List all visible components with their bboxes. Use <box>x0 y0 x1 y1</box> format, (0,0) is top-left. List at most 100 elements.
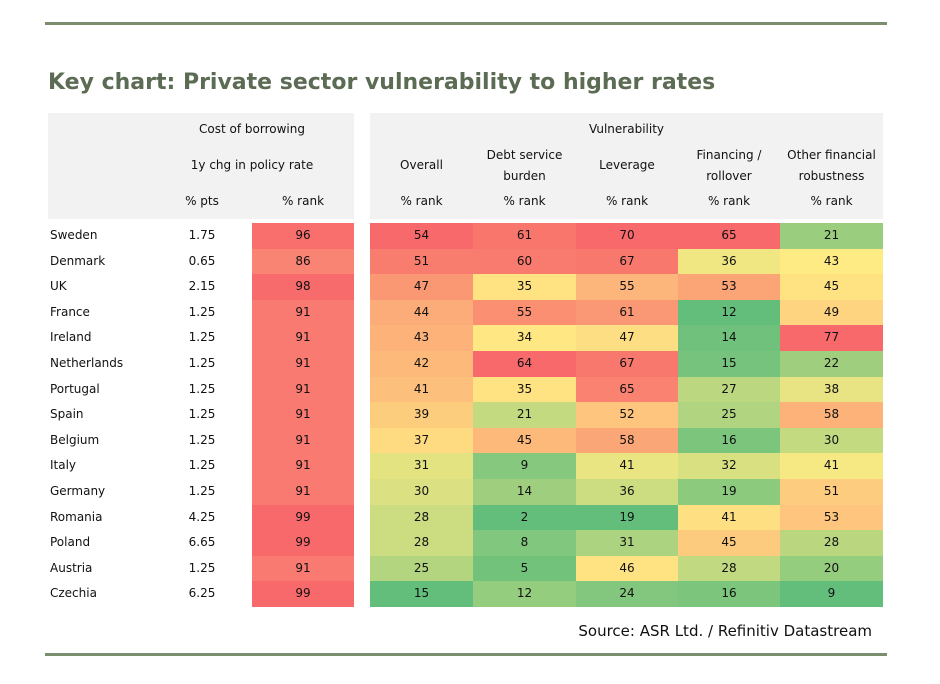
cell-debt: 5 <box>473 555 576 582</box>
cell-pts: 0.65 <box>188 253 216 268</box>
cell-debt: 21 <box>473 402 576 428</box>
cell-debt: 9 <box>473 453 576 479</box>
cell-pts: 1.25 <box>188 381 216 396</box>
col-header-other-unit: % rank <box>810 194 853 208</box>
cell-leverage: 67 <box>576 248 678 275</box>
col-header-overall: Overall <box>400 158 443 172</box>
cell-other: 9 <box>780 581 883 607</box>
cell-other: 22 <box>780 351 883 377</box>
col-header-financing-line1: Financing / <box>696 148 762 162</box>
cell-policy-rank: 91 <box>252 479 354 505</box>
cell-leverage: 24 <box>576 581 678 607</box>
cell-debt: 45 <box>473 427 576 454</box>
top-rule <box>45 22 887 25</box>
row-label-belgium: Belgium <box>50 432 100 447</box>
source-note: Source: ASR Ltd. / Refinitiv Datastream <box>578 622 872 640</box>
cell-leverage: 70 <box>576 223 678 249</box>
row-label-ireland: Ireland <box>50 330 92 345</box>
cell-pts: 6.25 <box>188 586 216 601</box>
row-label-portugal: Portugal <box>50 381 100 396</box>
row-label-netherlands: Netherlands <box>50 356 124 370</box>
cell-policy-rank: 99 <box>252 504 354 531</box>
cell-debt: 35 <box>473 376 576 403</box>
cell-debt: 64 <box>473 351 576 377</box>
cell-financing: 65 <box>678 223 780 249</box>
cell-overall: 39 <box>370 402 473 428</box>
cell-debt: 12 <box>473 581 576 607</box>
row-label-romania: Romania <box>50 509 103 524</box>
cost-subheader: 1y chg in policy rate <box>190 158 314 172</box>
col-header-other-line2: robustness <box>798 169 865 183</box>
cell-pts: 1.25 <box>188 304 216 319</box>
cell-debt: 34 <box>473 325 576 351</box>
row-label-spain: Spain <box>50 407 84 422</box>
cell-policy-rank: 91 <box>252 555 354 582</box>
cell-policy-rank: 96 <box>252 223 354 249</box>
cost-header-panel <box>48 113 354 219</box>
vulnerability-group-header: Vulnerability <box>588 122 665 136</box>
cell-leverage: 19 <box>576 504 678 531</box>
col-header-overall-unit: % rank <box>400 194 443 208</box>
cell-other: 20 <box>780 555 883 582</box>
cell-financing: 16 <box>678 581 780 607</box>
cell-leverage: 47 <box>576 325 678 351</box>
cell-overall: 28 <box>370 504 473 531</box>
col-header-debt-line1: Debt service <box>486 148 563 162</box>
cost-group-header: Cost of borrowing <box>199 122 305 136</box>
cell-overall: 30 <box>370 479 473 505</box>
cell-overall: 44 <box>370 299 473 326</box>
cell-financing: 28 <box>678 555 780 582</box>
col-header-financing-unit: % rank <box>707 194 751 208</box>
cell-leverage: 55 <box>576 274 678 300</box>
cell-pts: 2.15 <box>188 279 216 294</box>
cell-financing: 14 <box>678 325 780 351</box>
cell-overall: 54 <box>370 223 473 249</box>
cell-overall: 41 <box>370 376 473 403</box>
cell-policy-rank: 91 <box>252 299 354 326</box>
col-header-other-line1: Other financial <box>787 148 876 162</box>
cell-pts: 1.25 <box>188 356 216 370</box>
row-label-sweden: Sweden <box>50 228 98 242</box>
cell-financing: 36 <box>678 248 780 275</box>
cell-leverage: 31 <box>576 530 678 556</box>
cell-debt: 60 <box>473 248 576 275</box>
col-header-rank: % rank <box>281 194 325 208</box>
cell-policy-rank: 98 <box>252 274 354 300</box>
cell-overall: 47 <box>370 274 473 300</box>
cell-pts: 1.25 <box>188 407 216 422</box>
col-header-leverage: Leverage <box>599 158 655 172</box>
cell-pts: 4.25 <box>188 509 216 524</box>
row-label-czechia: Czechia <box>50 586 97 601</box>
cell-leverage: 67 <box>576 351 678 377</box>
row-label-uk: UK <box>50 279 67 294</box>
cell-policy-rank: 99 <box>252 581 354 607</box>
col-header-debt-unit: % rank <box>503 194 546 208</box>
row-label-denmark: Denmark <box>50 253 106 268</box>
cell-pts: 1.25 <box>188 432 216 447</box>
cell-financing: 12 <box>678 299 780 326</box>
cell-leverage: 58 <box>576 427 678 454</box>
row-label-france: France <box>50 304 90 319</box>
cell-other: 53 <box>780 504 883 531</box>
cell-pts: 1.25 <box>188 330 216 345</box>
cell-other: 49 <box>780 299 883 326</box>
cell-policy-rank: 91 <box>252 376 354 403</box>
col-header-financing-line2: rollover <box>706 169 752 183</box>
cell-debt: 55 <box>473 299 576 326</box>
cell-financing: 16 <box>678 427 780 454</box>
cell-overall: 37 <box>370 427 473 454</box>
row-label-austria: Austria <box>50 560 93 575</box>
cell-debt: 2 <box>473 504 576 531</box>
cell-pts: 1.25 <box>188 560 216 575</box>
cell-policy-rank: 91 <box>252 325 354 351</box>
col-header-pts: % pts <box>185 194 219 208</box>
cell-leverage: 41 <box>576 453 678 479</box>
cell-overall: 15 <box>370 581 473 607</box>
cell-financing: 41 <box>678 504 780 531</box>
cell-overall: 28 <box>370 530 473 556</box>
cell-leverage: 65 <box>576 376 678 403</box>
cell-pts: 1.25 <box>188 484 216 498</box>
cell-other: 30 <box>780 427 883 454</box>
cell-other: 45 <box>780 274 883 300</box>
cell-policy-rank: 86 <box>252 248 354 275</box>
